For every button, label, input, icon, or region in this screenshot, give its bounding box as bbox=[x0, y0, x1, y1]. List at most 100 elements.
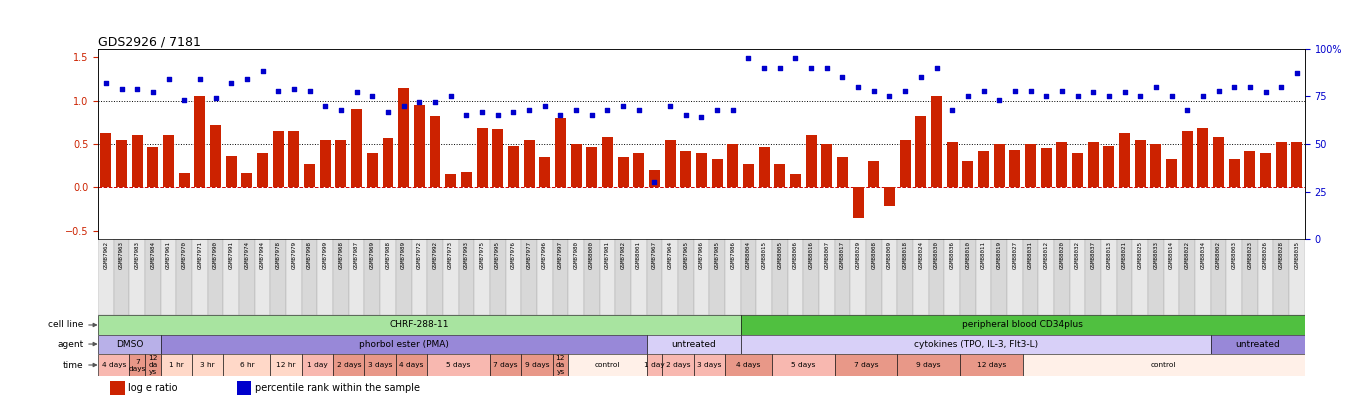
Text: GSM88037: GSM88037 bbox=[1091, 241, 1095, 269]
Bar bbox=[1276, 142, 1287, 187]
Text: 12 hr: 12 hr bbox=[276, 362, 296, 368]
Point bbox=[1020, 87, 1042, 94]
Bar bbox=[1057, 142, 1068, 187]
Text: 12
da
ys: 12 da ys bbox=[148, 355, 158, 375]
Point bbox=[691, 114, 712, 120]
Point bbox=[659, 102, 681, 109]
Text: GSM87963: GSM87963 bbox=[118, 241, 124, 269]
Point bbox=[1177, 107, 1199, 113]
Text: 12 days: 12 days bbox=[977, 362, 1007, 368]
Bar bbox=[915, 116, 926, 187]
Bar bbox=[146, 239, 161, 315]
Bar bbox=[1257, 239, 1273, 315]
Text: GSM88030: GSM88030 bbox=[934, 241, 938, 269]
Text: GSM87992: GSM87992 bbox=[433, 241, 437, 269]
Bar bbox=[208, 239, 223, 315]
Text: 5 days: 5 days bbox=[447, 362, 471, 368]
Text: control: control bbox=[595, 362, 620, 368]
Point bbox=[392, 102, 414, 109]
Bar bbox=[459, 239, 474, 315]
Bar bbox=[853, 187, 864, 217]
Bar bbox=[146, 354, 161, 376]
Text: GSM88012: GSM88012 bbox=[1043, 241, 1049, 269]
Text: control: control bbox=[1151, 362, 1177, 368]
Text: peripheral blood CD34plus: peripheral blood CD34plus bbox=[963, 320, 1083, 330]
Point bbox=[1160, 93, 1182, 100]
Bar bbox=[994, 144, 1005, 187]
Text: GSM88034: GSM88034 bbox=[1200, 241, 1205, 269]
Point bbox=[1114, 89, 1136, 96]
Bar bbox=[237, 382, 252, 395]
Text: GSM87974: GSM87974 bbox=[244, 241, 249, 269]
Point bbox=[1223, 83, 1245, 90]
Text: GSM88003: GSM88003 bbox=[1231, 241, 1237, 269]
Text: GSM88010: GSM88010 bbox=[966, 241, 970, 269]
Bar bbox=[366, 153, 377, 187]
Text: 6 hr: 6 hr bbox=[240, 362, 255, 368]
Bar bbox=[320, 140, 331, 187]
Bar bbox=[1226, 239, 1242, 315]
Bar bbox=[396, 239, 411, 315]
Text: GSM88022: GSM88022 bbox=[1185, 241, 1190, 269]
Point bbox=[1066, 93, 1088, 100]
Bar bbox=[647, 239, 662, 315]
Text: GSM87994: GSM87994 bbox=[260, 241, 266, 269]
Text: 2 days: 2 days bbox=[666, 362, 691, 368]
Bar bbox=[947, 142, 957, 187]
Text: untreated: untreated bbox=[1235, 339, 1280, 349]
Bar bbox=[1148, 239, 1163, 315]
Point bbox=[503, 108, 524, 115]
Point bbox=[471, 108, 493, 115]
Point bbox=[173, 97, 195, 103]
Bar bbox=[445, 174, 456, 187]
Text: GSM88023: GSM88023 bbox=[1248, 241, 1253, 269]
Point bbox=[1098, 93, 1120, 100]
Bar bbox=[98, 315, 741, 335]
Bar bbox=[161, 335, 647, 354]
Text: GSM88002: GSM88002 bbox=[1216, 241, 1222, 269]
Bar bbox=[380, 239, 396, 315]
Bar bbox=[866, 239, 881, 315]
Point bbox=[110, 85, 132, 92]
Bar bbox=[725, 354, 772, 376]
Point bbox=[1254, 89, 1276, 96]
Text: GSM88017: GSM88017 bbox=[840, 241, 844, 269]
Text: GSM88026: GSM88026 bbox=[1263, 241, 1268, 269]
Bar bbox=[693, 354, 725, 376]
Point bbox=[283, 85, 305, 92]
Point bbox=[612, 102, 633, 109]
Point bbox=[1035, 93, 1057, 100]
Text: GSM88027: GSM88027 bbox=[1012, 241, 1017, 269]
Point bbox=[455, 112, 477, 119]
Text: 3 days: 3 days bbox=[697, 362, 722, 368]
Bar bbox=[98, 335, 161, 354]
Bar bbox=[680, 151, 692, 187]
Point bbox=[142, 89, 163, 96]
Bar bbox=[992, 239, 1007, 315]
Point bbox=[580, 112, 602, 119]
Point bbox=[298, 87, 320, 94]
Text: GSM87967: GSM87967 bbox=[652, 241, 656, 269]
Text: GSM87981: GSM87981 bbox=[605, 241, 610, 269]
Text: GSM88019: GSM88019 bbox=[997, 241, 1001, 269]
Point bbox=[315, 102, 336, 109]
Point bbox=[816, 64, 838, 71]
Bar bbox=[1117, 239, 1132, 315]
Bar bbox=[505, 239, 522, 315]
Text: GSM88009: GSM88009 bbox=[887, 241, 892, 269]
Bar bbox=[584, 239, 599, 315]
Bar bbox=[1023, 354, 1305, 376]
Bar bbox=[1100, 239, 1117, 315]
Bar bbox=[1135, 140, 1145, 187]
Bar bbox=[975, 239, 992, 315]
Bar bbox=[1054, 239, 1069, 315]
Text: GSM87961: GSM87961 bbox=[166, 241, 172, 269]
Bar bbox=[98, 354, 129, 376]
Bar bbox=[1211, 239, 1226, 315]
Bar bbox=[1132, 239, 1148, 315]
Bar bbox=[192, 239, 208, 315]
Bar bbox=[161, 354, 192, 376]
Text: 12
da
ys: 12 da ys bbox=[556, 355, 565, 375]
Text: cell line: cell line bbox=[48, 320, 83, 330]
Bar bbox=[414, 105, 425, 187]
